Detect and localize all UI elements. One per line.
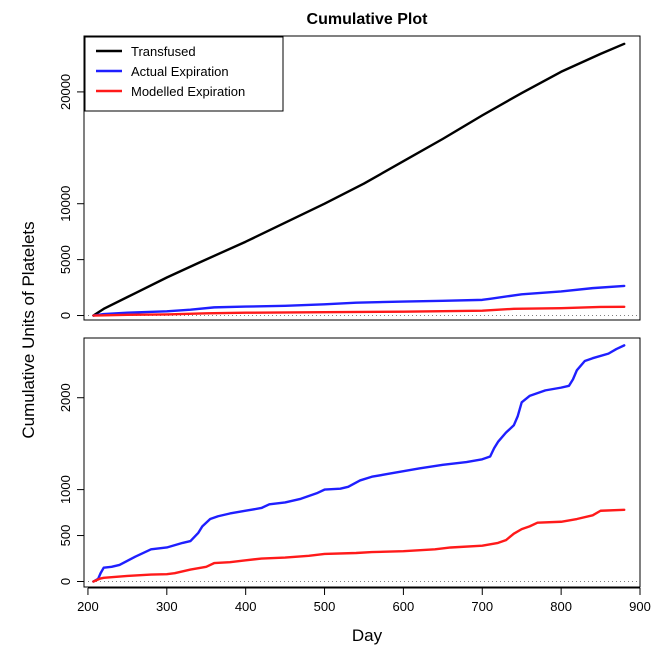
top-y-tick-label: 10000 — [58, 186, 73, 222]
x-tick-label: 600 — [393, 599, 415, 614]
chart-title: Cumulative Plot — [307, 11, 429, 28]
legend-label-actual-expiration: Actual Expiration — [131, 64, 229, 79]
x-tick-label: 300 — [156, 599, 178, 614]
bottom-series-actual-expiration — [92, 344, 626, 583]
top-panel: 0 5000 10000 20000 Transfused Actual Expirati… — [58, 35, 641, 321]
x-axis-label: Day — [352, 626, 383, 645]
x-axis: 200 300 400 500 600 700 800 900 — [77, 587, 651, 614]
x-tick-label: 500 — [314, 599, 336, 614]
bottom-y-tick-label: 1000 — [58, 475, 73, 504]
top-series-modelled-expiration — [92, 305, 626, 317]
top-y-tick-label: 0 — [58, 312, 73, 319]
bottom-y-tick-label: 500 — [58, 525, 73, 547]
x-tick-label: 200 — [77, 599, 99, 614]
bottom-panel: 0 500 1000 2000 — [58, 337, 641, 588]
bottom-series-modelled-expiration — [92, 508, 626, 583]
top-y-tick-label: 20000 — [58, 74, 73, 110]
x-tick-label: 700 — [471, 599, 493, 614]
legend-label-transfused: Transfused — [131, 44, 196, 59]
top-plot-frame — [83, 35, 641, 321]
bottom-plot-frame — [83, 337, 641, 588]
y-axis-label: Cumulative Units of Platelets — [19, 221, 38, 438]
legend-label-modelled-expiration: Modelled Expiration — [131, 84, 245, 99]
legend: Transfused Actual Expiration Modelled Expi… — [84, 36, 284, 112]
bottom-y-tick-label: 0 — [58, 578, 73, 585]
top-series-actual-expiration — [92, 284, 626, 317]
x-tick-label: 900 — [629, 599, 651, 614]
top-y-tick-label: 5000 — [58, 245, 73, 274]
x-tick-label: 400 — [235, 599, 257, 614]
legend-box — [84, 36, 284, 112]
x-tick-label: 800 — [550, 599, 572, 614]
bottom-y-tick-label: 2000 — [58, 383, 73, 412]
top-series-transfused — [92, 42, 626, 317]
